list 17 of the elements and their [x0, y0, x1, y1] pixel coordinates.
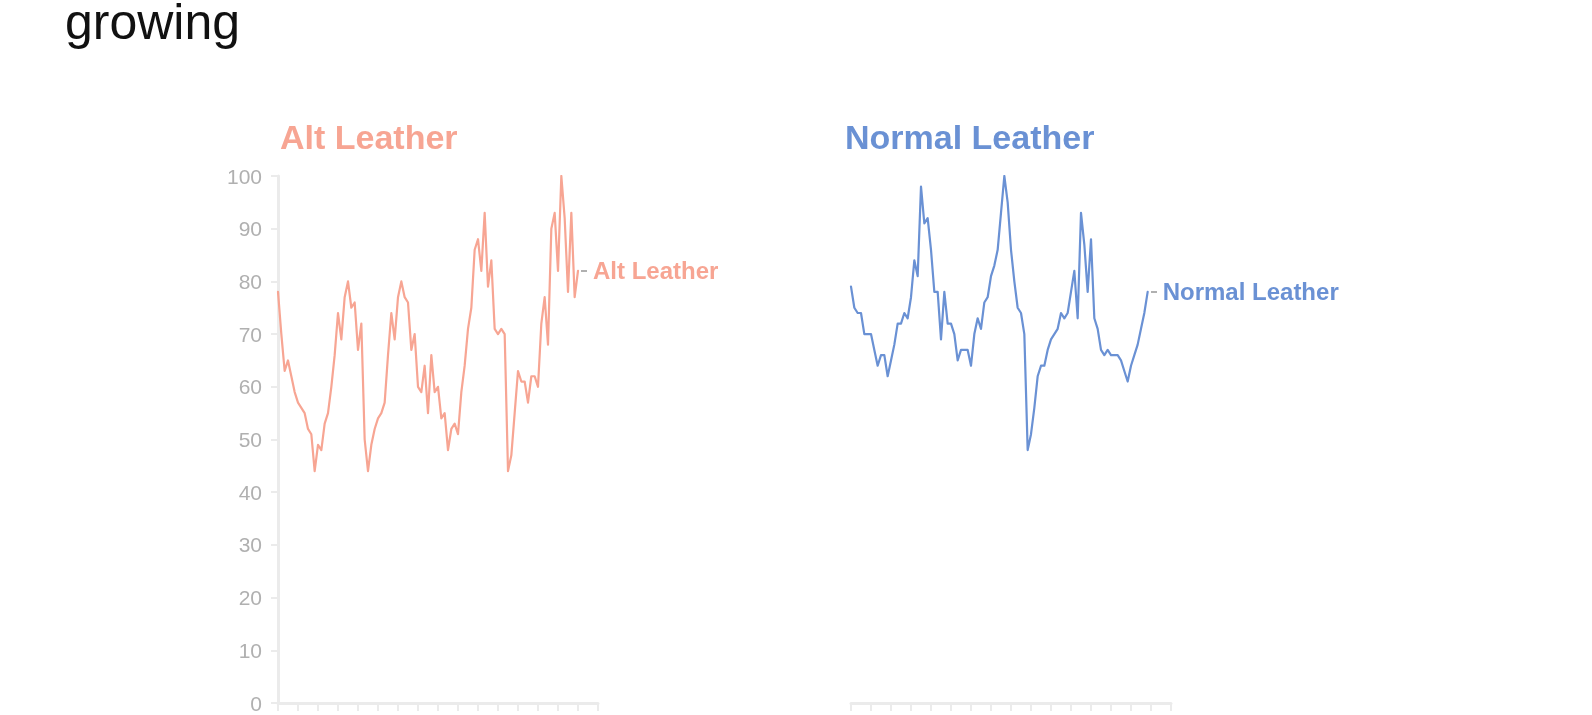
y-tick-label: 30: [238, 533, 262, 557]
y-tick-label: 10: [238, 638, 262, 662]
y-tick-label: 100: [226, 164, 262, 188]
y-tick-label: 0: [250, 691, 262, 715]
chart-title: Alt Leather: [280, 118, 458, 156]
y-tick-label: 50: [238, 428, 262, 451]
y-tick-label: 90: [238, 217, 262, 241]
y-tick-label: 70: [238, 322, 262, 346]
y-tick-label: 20: [238, 586, 262, 610]
y-tick-label: 40: [238, 480, 262, 504]
text: growing: [65, 0, 241, 50]
chart-title: Normal Leather: [845, 118, 1095, 156]
series-label: Normal Leather: [1162, 278, 1339, 306]
y-tick-label: 80: [238, 269, 262, 293]
series-label: Alt Leather: [593, 257, 719, 285]
line-series: [276, 174, 580, 473]
y-tick-label: 60: [238, 375, 262, 399]
